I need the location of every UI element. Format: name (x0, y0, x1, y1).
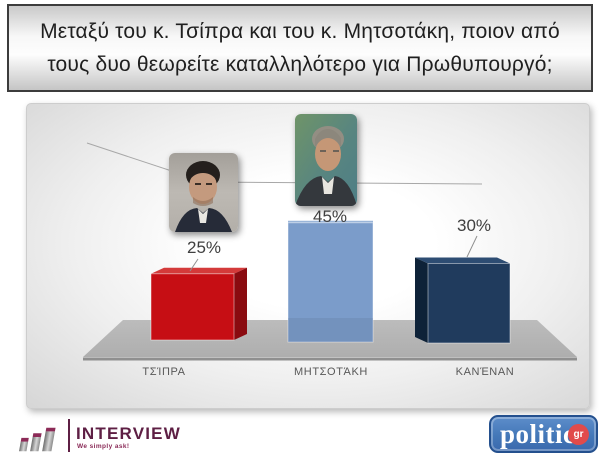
logo-bar-1 (19, 441, 29, 452)
data-label-kanenan: 30% (456, 216, 492, 235)
hairline (315, 129, 341, 147)
data-label-tsipras: 25% (186, 238, 222, 257)
category-label-mitsotakis: ΜΗΤΣΟΤΆΚΗ (294, 366, 368, 378)
hairline (189, 166, 217, 181)
logo-bar-1-cap (20, 437, 29, 442)
tsipras-portrait-illustration (169, 153, 238, 232)
face (189, 170, 217, 204)
logo-bar-2 (30, 436, 41, 452)
mitsotakis-portrait-illustration (295, 114, 357, 206)
data-label-mitsotakis: 45% (312, 207, 348, 226)
question-title-line1: Μεταξύ του κ. Τσίπρα και του κ. Μητσοτάκ… (40, 20, 560, 43)
logo-bar-3-cap (45, 427, 56, 432)
politic-logo-name: politic (500, 419, 576, 449)
logo-bar-2-cap (32, 433, 42, 437)
face (315, 137, 341, 171)
stubble (193, 197, 213, 206)
tsipras-photo (169, 153, 238, 232)
shirt (322, 177, 334, 194)
question-title-box: Μεταξύ του κ. Τσίπρα και του κ. Μητσοτάκ… (7, 4, 593, 92)
mitsotakis-photo (295, 114, 357, 206)
category-label-tsipras: ΤΣΊΠΡΑ (142, 366, 186, 378)
interview-logo-mark (19, 427, 56, 452)
question-title-line2: τους δυο θεωρείτε καταλληλότερο για Πρωθ… (47, 53, 553, 76)
category-label-kanenan: ΚΑΝΈΝΑΝ (455, 366, 515, 378)
interview-logo[interactable]: INTERVIEW We simply ask! (8, 417, 193, 455)
interview-logo-name: INTERVIEW (76, 424, 181, 443)
interview-logo-separator (68, 419, 70, 452)
politic-logo-gr-badge: gr (568, 424, 589, 445)
politic-gr-logo[interactable]: politic gr (489, 415, 598, 453)
interview-logo-tagline: We simply ask! (77, 443, 130, 450)
shirt (198, 209, 208, 223)
logo-bar-3 (42, 431, 55, 452)
